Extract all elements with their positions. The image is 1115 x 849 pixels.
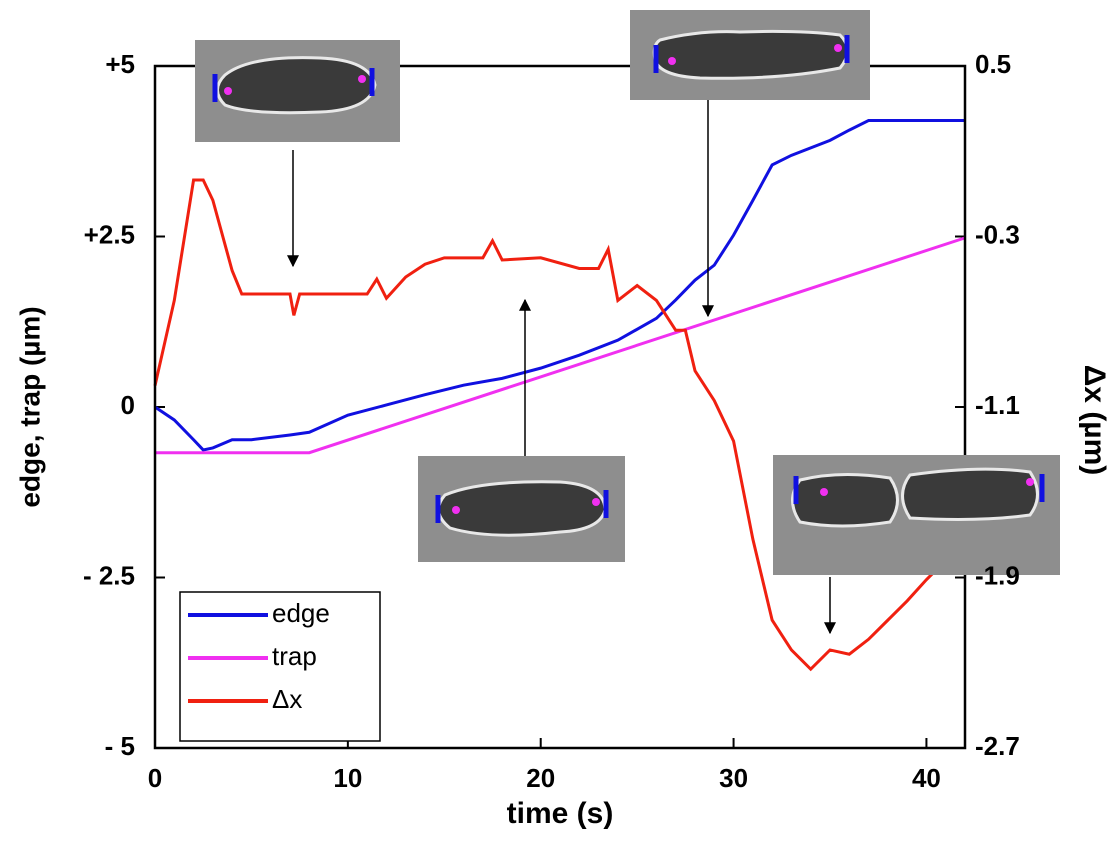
plot-frame: [153, 64, 967, 750]
x-tick-label: 30: [719, 763, 748, 793]
y2-tick-label: -0.3: [975, 219, 1020, 249]
x-tick-label: 10: [333, 763, 362, 793]
y2-tick-label: 0.5: [975, 49, 1011, 79]
legend-label: trap: [272, 641, 317, 671]
x-tick-label: 0: [148, 763, 162, 793]
legend: edge trap Δx: [179, 591, 381, 742]
x-tick-label: 20: [526, 763, 555, 793]
y-tick-label: - 2.5: [83, 560, 135, 590]
data-line: [153, 178, 967, 672]
y-tick-label: +2.5: [84, 219, 135, 249]
legend-label: Δx: [272, 684, 302, 714]
cell-inset: [630, 10, 870, 318]
data-line: [155, 236, 966, 455]
y-tick-label: - 5: [105, 731, 135, 761]
y-axis-label: edge, trap (µm): [14, 306, 45, 507]
y2-tick-label: -1.1: [975, 390, 1020, 420]
y-tick-label: +5: [105, 49, 135, 79]
cell-inset: [418, 298, 625, 562]
y2-tick-label: -1.9: [975, 560, 1020, 590]
cell-inset: [195, 40, 400, 268]
cell-inset: [773, 455, 1060, 635]
y2-tick-label: -2.7: [975, 731, 1020, 761]
x-tick-label: 40: [912, 763, 941, 793]
x-axis-label: time (s): [507, 797, 614, 830]
legend-box: [179, 591, 381, 742]
legend-label: edge: [272, 598, 330, 628]
y-tick-label: 0: [121, 390, 135, 420]
y2-axis-label: Δx (µm): [1078, 365, 1111, 476]
data-line: [154, 119, 965, 452]
